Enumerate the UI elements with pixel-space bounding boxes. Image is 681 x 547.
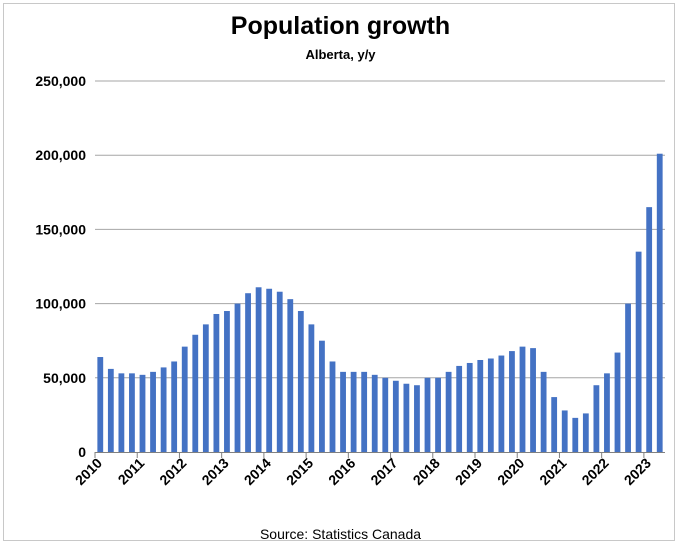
bar-series	[97, 153, 663, 452]
bar	[160, 367, 167, 452]
bar	[551, 397, 558, 452]
bar	[234, 303, 241, 452]
x-tick-label: 2013	[198, 455, 231, 488]
x-tick-label: 2021	[536, 455, 569, 488]
bar	[202, 324, 209, 452]
bar	[139, 374, 146, 452]
bar	[297, 311, 304, 452]
y-tick-labels: 0 50,000 100,000 150,000 200,000 250,000	[35, 73, 86, 460]
bar	[107, 368, 114, 452]
bar	[487, 358, 494, 452]
bar	[530, 348, 536, 452]
bar	[466, 362, 473, 452]
bar	[403, 383, 410, 452]
x-tick-label: 2017	[367, 455, 400, 488]
bar	[540, 371, 547, 452]
bar	[118, 373, 125, 452]
bar	[224, 311, 230, 452]
x-tick-label: 2016	[325, 455, 358, 488]
axes	[94, 452, 665, 458]
x-tick-label: 2018	[410, 455, 443, 488]
bar	[171, 361, 178, 452]
x-tick-label: 2011	[115, 455, 148, 488]
x-tick-labels: 2010 2011 2012 2013 2014 2015 2016 2017 2018 2019…	[72, 455, 654, 488]
bar	[181, 346, 188, 452]
bar	[319, 340, 325, 452]
bar	[350, 371, 357, 452]
y-tick-label: 200,000	[35, 147, 86, 163]
bar	[255, 287, 262, 452]
bar	[266, 288, 273, 452]
x-tick-label: 2022	[578, 455, 611, 488]
bar	[150, 371, 156, 452]
x-tick-label: 2023	[621, 455, 654, 488]
bar	[245, 293, 251, 452]
x-tick-label: 2010	[72, 455, 105, 488]
x-tick-label: 2019	[452, 455, 485, 488]
bar	[424, 377, 431, 452]
bar	[635, 251, 642, 452]
bar	[477, 359, 484, 452]
x-tick-label: 2012	[156, 455, 189, 488]
bar	[308, 324, 315, 452]
bar	[456, 365, 463, 452]
bar	[414, 385, 420, 452]
bar	[625, 303, 631, 452]
bar	[192, 334, 199, 452]
bar	[213, 313, 220, 452]
y-tick-label: 150,000	[35, 221, 86, 237]
x-tick-label: 2014	[241, 455, 274, 488]
bar	[614, 352, 621, 452]
bar	[361, 371, 368, 452]
bar	[445, 371, 452, 452]
bar	[435, 377, 441, 452]
bar	[593, 385, 600, 452]
chart-subtitle: Alberta, y/y	[305, 47, 376, 62]
bar	[371, 374, 378, 452]
y-tick-label: 50,000	[43, 370, 86, 386]
bar	[509, 351, 515, 452]
bar	[561, 410, 568, 452]
bar	[340, 371, 346, 452]
chart-title: Population growth	[230, 12, 451, 40]
bar	[646, 207, 653, 452]
x-tick-label: 2020	[494, 455, 527, 488]
bar	[656, 153, 663, 452]
bar	[382, 377, 389, 452]
chart-source: Source: Statistics Canada	[259, 526, 422, 542]
bar	[498, 355, 505, 452]
y-tick-label: 100,000	[35, 296, 86, 312]
y-tick-label: 250,000	[35, 73, 86, 89]
bar	[572, 417, 579, 452]
bar	[519, 346, 526, 452]
bar	[129, 373, 135, 452]
gridlines	[95, 80, 665, 379]
bar	[582, 413, 589, 452]
bar	[604, 373, 610, 452]
x-tick-label: 2015	[283, 455, 316, 488]
bar	[329, 361, 336, 452]
bar	[276, 291, 283, 452]
bar	[392, 380, 399, 452]
bar	[97, 357, 104, 452]
bar	[287, 299, 294, 452]
y-tick-label: 0	[78, 444, 86, 460]
